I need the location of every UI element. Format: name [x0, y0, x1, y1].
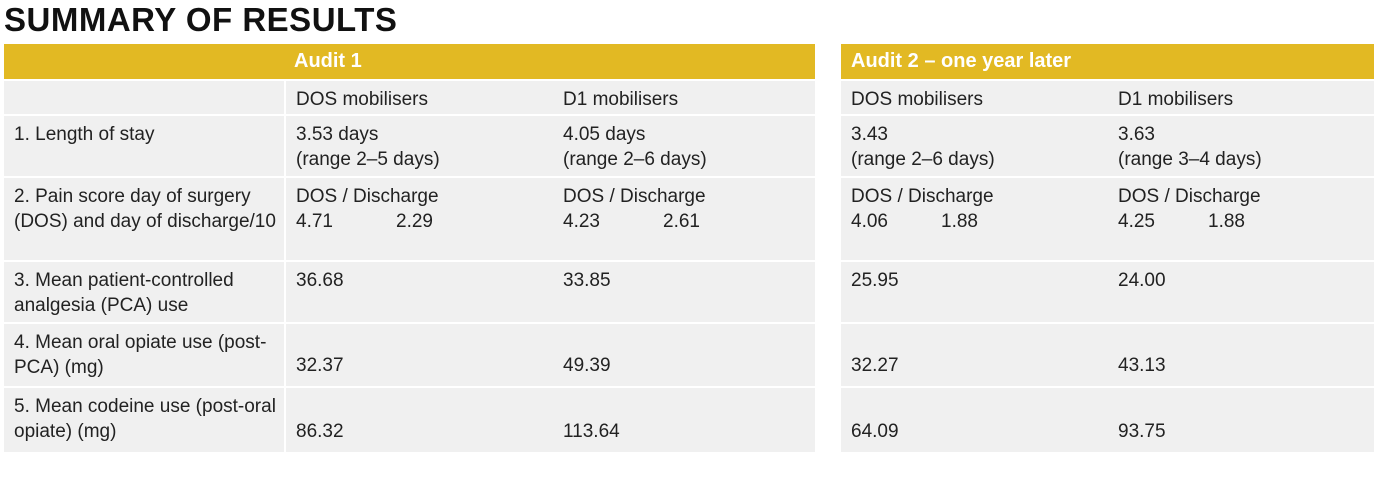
audit2-dos-cell: 25.95: [851, 270, 899, 291]
row-label-empty: [4, 81, 286, 114]
audit1-dos-cell: 3.53 days (range 2–5 days): [286, 116, 553, 176]
audit1-d1-cell: 113.64: [553, 388, 813, 452]
audit1-d1-cell: 49.39: [553, 324, 813, 386]
table-row: DOS / Discharge 4.06 1.88 DOS / Discharge…: [841, 176, 1374, 260]
pair-label: DOS / Discharge: [563, 186, 706, 207]
audit2-table: Audit 2 – one year later DOS mobilisers …: [841, 44, 1374, 452]
audit1-d1-cell: 4.05 days (range 2–6 days): [553, 116, 813, 176]
value: 43.13: [1118, 355, 1166, 376]
audit1-dos-cell: 32.37: [286, 324, 553, 386]
value-pair: 4.71 2.29: [296, 209, 553, 234]
discharge-value: 1.88: [1208, 211, 1245, 232]
value-line: (range 2–6 days): [563, 149, 707, 170]
audit1-dos-cell: DOS / Discharge 4.71 2.29: [286, 178, 553, 260]
audit2-d1-cell: DOS / Discharge 4.25 1.88: [1108, 178, 1374, 260]
value: 93.75: [1118, 421, 1166, 442]
value-line: 4.05 days: [563, 124, 646, 145]
row-label: 4. Mean oral opiate use (post-PCA) (mg): [4, 324, 286, 386]
audit1-dos-cell: 36.68: [296, 270, 344, 291]
value: 32.27: [851, 355, 899, 376]
audit2-header: Audit 2 – one year later: [841, 44, 1374, 79]
row-label: 5. Mean codeine use (post-oral opiate) (…: [4, 388, 286, 452]
value: 64.09: [851, 421, 899, 442]
value: 49.39: [563, 355, 611, 376]
value-line: (range 2–5 days): [296, 149, 440, 170]
table-row: 3.43 (range 2–6 days) 3.63 (range 3–4 da…: [841, 114, 1374, 176]
table-row: 32.27 43.13: [841, 322, 1374, 386]
audit2-d1-cell: 24.00: [1118, 270, 1166, 291]
value-line: (range 2–6 days): [851, 149, 995, 170]
audit2-dos-cell: 3.43 (range 2–6 days): [841, 116, 1108, 176]
audit2-dos-cell: 64.09: [841, 388, 1108, 452]
value-pair: 4.23 2.61: [563, 209, 813, 234]
dos-value: 4.06: [851, 211, 888, 232]
value: 113.64: [563, 421, 620, 442]
audit1-header: Audit 1: [4, 44, 815, 79]
table-row: 3. Mean patient-controlled analgesia (PC…: [4, 260, 815, 322]
table-row: 64.09 93.75: [841, 386, 1374, 452]
table-row: 4. Mean oral opiate use (post-PCA) (mg) …: [4, 322, 815, 386]
table-row: 1. Length of stay 3.53 days (range 2–5 d…: [4, 114, 815, 176]
value-pair: 4.06 1.88: [851, 209, 1108, 234]
dos-value: 4.71: [296, 211, 333, 232]
audit2-dos-cell: DOS / Discharge 4.06 1.88: [841, 178, 1108, 260]
value: 86.32: [296, 421, 344, 442]
discharge-value: 2.29: [396, 211, 433, 232]
audit2-col-dos: DOS mobilisers: [851, 89, 983, 110]
row-label: 3. Mean patient-controlled analgesia (PC…: [4, 262, 286, 322]
pair-label: DOS / Discharge: [296, 186, 439, 207]
audit2-d1-cell: 43.13: [1108, 324, 1374, 386]
pair-label: DOS / Discharge: [851, 186, 994, 207]
value-line: 3.43: [851, 124, 888, 145]
discharge-value: 1.88: [941, 211, 978, 232]
audit2-dos-cell: 32.27: [841, 324, 1108, 386]
audit1-dos-cell: 86.32: [286, 388, 553, 452]
pair-label: DOS / Discharge: [1118, 186, 1261, 207]
audit1-d1-cell: DOS / Discharge 4.23 2.61: [553, 178, 813, 260]
value-line: 3.63: [1118, 124, 1155, 145]
audit2-d1-cell: 93.75: [1108, 388, 1374, 452]
audit1-col-d1: D1 mobilisers: [563, 89, 679, 110]
audit1-table: Audit 1 DOS mobilisers D1 mobilisers 1. …: [4, 44, 815, 452]
value-pair: 4.25 1.88: [1118, 209, 1374, 234]
audit2-subheader-row: DOS mobilisers D1 mobilisers: [841, 79, 1374, 114]
audit1-col-dos: DOS mobilisers: [296, 89, 428, 110]
value-line: 3.53 days: [296, 124, 379, 145]
discharge-value: 2.61: [663, 211, 700, 232]
value: 32.37: [296, 355, 344, 376]
table-row: 2. Pain score day of surgery (DOS) and d…: [4, 176, 815, 260]
row-label: 1. Length of stay: [4, 116, 286, 176]
table-row: 25.95 24.00: [841, 260, 1374, 322]
audit1-d1-cell: 33.85: [563, 270, 611, 291]
row-label: 2. Pain score day of surgery (DOS) and d…: [4, 178, 286, 260]
dos-value: 4.25: [1118, 211, 1155, 232]
audit2-d1-cell: 3.63 (range 3–4 days): [1108, 116, 1374, 176]
audit1-subheader-row: DOS mobilisers D1 mobilisers: [4, 79, 815, 114]
page-title: SUMMARY OF RESULTS: [4, 1, 398, 38]
dos-value: 4.23: [563, 211, 600, 232]
table-row: 5. Mean codeine use (post-oral opiate) (…: [4, 386, 815, 452]
audit2-col-d1: D1 mobilisers: [1118, 89, 1234, 110]
value-line: (range 3–4 days): [1118, 149, 1262, 170]
